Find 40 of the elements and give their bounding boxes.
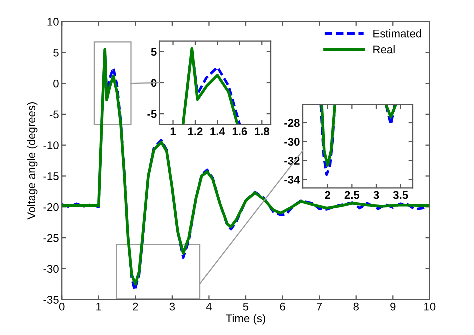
y-tick-label: 10: [48, 18, 59, 26]
y-tick-label: -10: [44, 142, 59, 150]
legend-label: Real: [374, 45, 395, 54]
y-tick-label: -35: [44, 296, 59, 304]
y-tick-label: -20: [44, 203, 59, 212]
y-tick-label: 0: [54, 80, 59, 88]
y-tick-label: -30: [284, 138, 300, 146]
y-tick-label: -5: [148, 110, 157, 118]
x-tick-label: 1: [96, 303, 102, 311]
y-tick-label: -25: [44, 234, 59, 242]
x-tick-label: 6: [280, 302, 286, 311]
x-tick-label: 2: [325, 191, 330, 200]
x-tick-label: 1: [170, 128, 176, 136]
y-tick-label: 5: [54, 49, 59, 57]
x-tick-label: 2.5: [344, 191, 360, 200]
legend-label: Estimated: [374, 30, 422, 38]
x-tick-label: 10: [424, 302, 436, 311]
y-tick-label: -15: [44, 172, 59, 180]
x-tick-label: 5: [243, 303, 249, 311]
y-tick-label: -28: [284, 119, 300, 128]
x-tick-label: 8: [354, 302, 359, 311]
x-tick-label: 2: [133, 302, 138, 311]
x-tick-label: 3.5: [393, 191, 408, 200]
y-axis-title: Voltage angle (degrees): [27, 102, 38, 220]
y-tick-label: -30: [44, 265, 59, 274]
x-tick-label: 0: [59, 302, 65, 311]
y-tick-label: -5: [50, 110, 59, 119]
x-tick-label: 7: [317, 303, 322, 311]
x-tick-label: 3: [374, 191, 380, 200]
y-tick-label: -32: [284, 157, 300, 165]
x-tick-label: 1.6: [232, 128, 248, 136]
x-tick-label: 1.2: [188, 128, 203, 136]
y-tick-label: -34: [284, 176, 300, 184]
x-tick-label: 1.8: [255, 128, 270, 136]
x-tick-label: 1.4: [210, 128, 226, 136]
x-tick-label: 9: [390, 302, 396, 311]
y-tick-label: 5: [151, 48, 157, 56]
x-axis-title: Time (s): [226, 314, 266, 325]
x-tick-label: 4: [206, 303, 212, 311]
x-tick-label: 3: [170, 302, 176, 311]
